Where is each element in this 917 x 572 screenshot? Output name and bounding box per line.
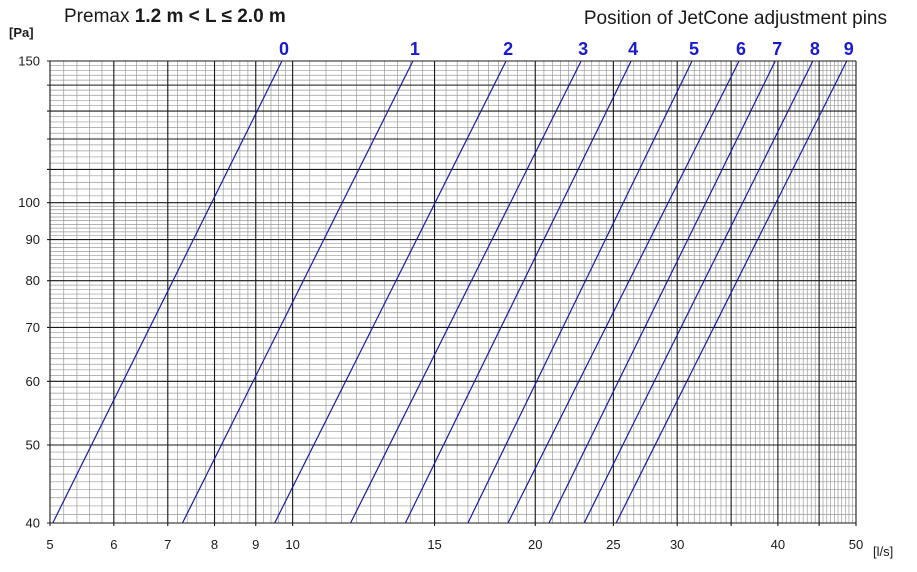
x-tick-label: 9	[252, 537, 259, 552]
pin-label-2: 2	[503, 39, 513, 59]
y-tick-labels: 40 50 60 70 80 90 100 150	[18, 54, 40, 531]
pin-label-9: 9	[844, 39, 854, 59]
x-tick-label: 8	[211, 537, 218, 552]
y-axis-label: [Pa]	[9, 25, 34, 40]
pin-labels: 0 1 2 3 4 5 6 7 8 9	[279, 39, 854, 59]
y-tick-label: 60	[26, 374, 40, 389]
y-tick-label: 80	[26, 273, 40, 288]
pin-label-7: 7	[772, 39, 782, 59]
x-tick-label: 10	[285, 537, 299, 552]
x-tick-label: 20	[528, 537, 542, 552]
title-range: 1.2 m < L ≤ 2.0 m	[134, 6, 286, 27]
series-line-2	[274, 60, 507, 524]
y-tick-label: 70	[26, 320, 40, 335]
pin-label-4: 4	[628, 39, 638, 59]
series-line-0	[52, 60, 283, 524]
y-tick-label: 90	[26, 232, 40, 247]
series-line-3	[350, 60, 582, 524]
x-tick-label: 6	[110, 537, 117, 552]
pin-label-8: 8	[810, 39, 820, 59]
x-tick-label: 40	[771, 537, 785, 552]
grid-minor	[50, 61, 856, 523]
x-axis-label: [l/s]	[873, 544, 894, 559]
x-tick-label: 5	[46, 537, 53, 552]
x-tick-label: 15	[427, 537, 441, 552]
series-line-4	[404, 60, 632, 524]
series-line-5	[467, 60, 693, 524]
pin-label-6: 6	[736, 39, 746, 59]
series-line-8	[583, 60, 814, 524]
pin-label-3: 3	[578, 39, 588, 59]
x-tick-labels: 5 6 7 8 9 10 15 20 25 30 40 50	[46, 537, 863, 552]
chart-title: Premax 1.2 m < L ≤ 2.0 m	[64, 6, 286, 28]
series-line-7	[548, 60, 776, 524]
pin-label-5: 5	[689, 39, 699, 59]
y-tick-label: 40	[26, 516, 40, 531]
x-tick-label: 7	[164, 537, 171, 552]
y-tick-label: 150	[18, 54, 40, 69]
pin-label-0: 0	[279, 39, 289, 59]
title-prefix: Premax	[64, 6, 130, 27]
x-tick-label: 30	[670, 537, 684, 552]
y-tick-label: 100	[18, 195, 40, 210]
series-line-1	[181, 60, 414, 524]
series-line-6	[507, 60, 740, 524]
pin-label-1: 1	[410, 39, 420, 59]
series-lines	[52, 60, 848, 524]
legend-title: Position of JetCone adjustment pins	[583, 8, 887, 29]
y-tick-label: 50	[26, 438, 40, 453]
grid-major	[47, 60, 857, 526]
x-tick-label: 50	[849, 537, 863, 552]
x-tick-label: 25	[606, 537, 620, 552]
series-line-9	[615, 60, 848, 524]
